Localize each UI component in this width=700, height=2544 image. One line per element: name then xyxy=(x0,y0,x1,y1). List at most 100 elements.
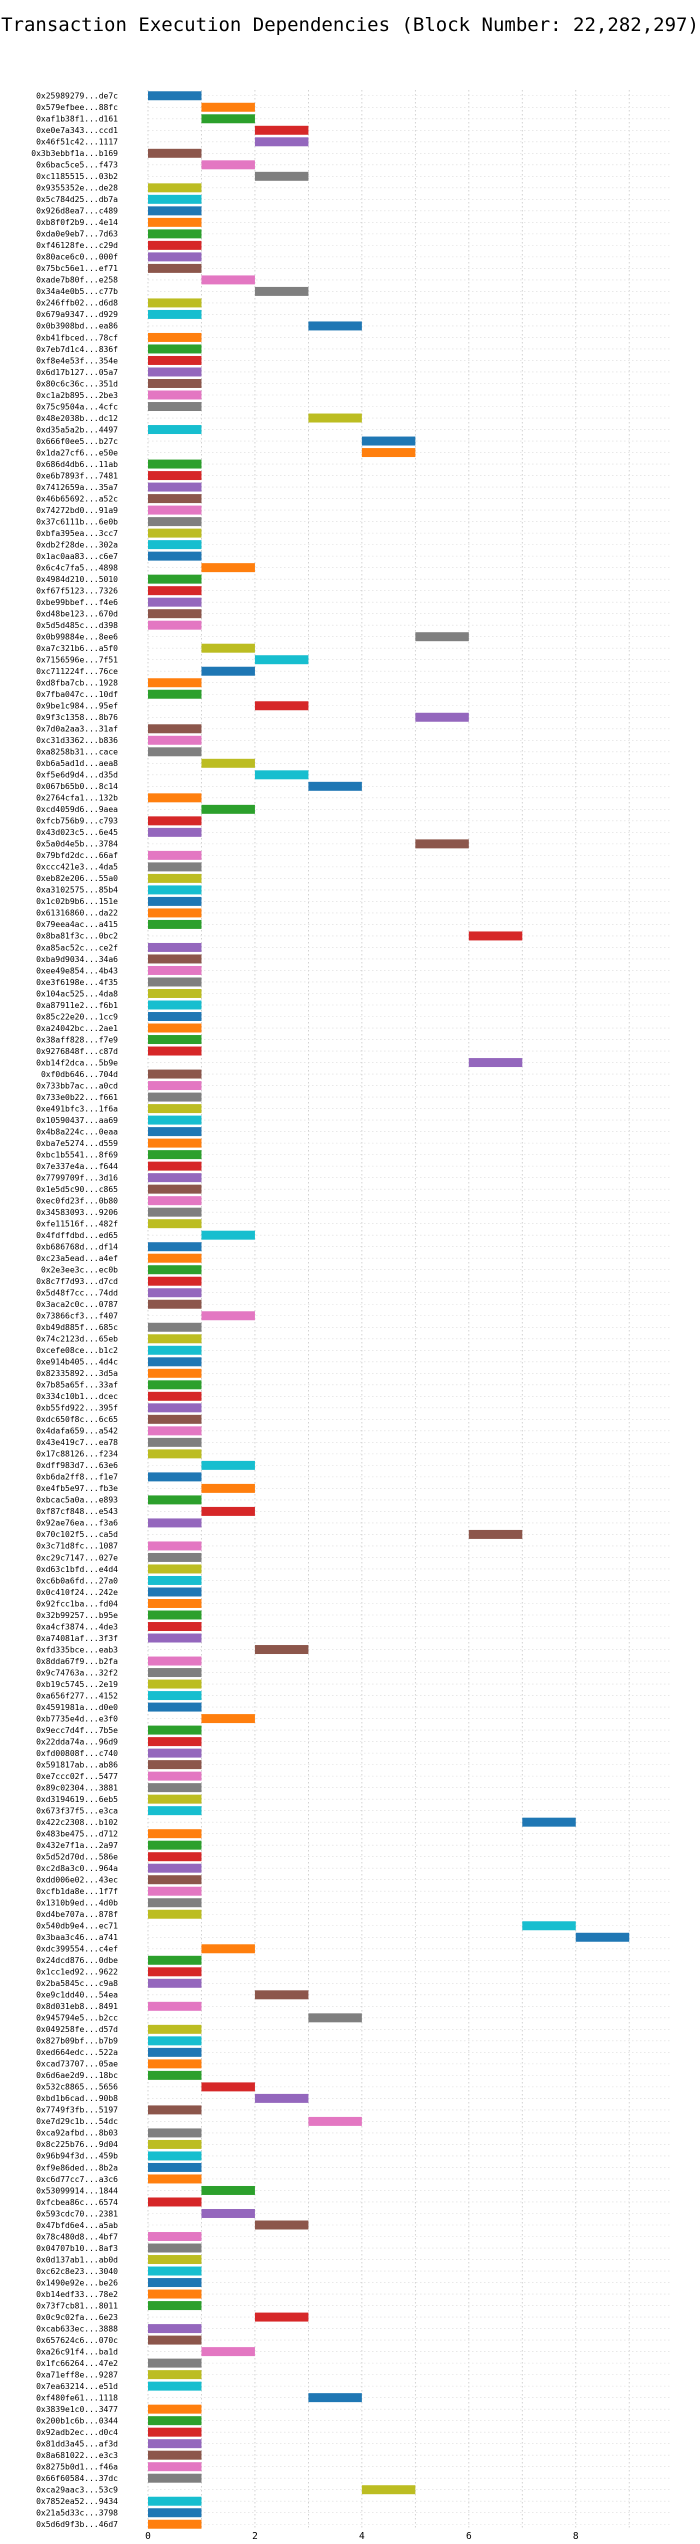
transaction-label: 0xd4be707a...878f xyxy=(36,1910,118,1919)
transaction-bar xyxy=(148,1012,202,1021)
transaction-bar xyxy=(148,1909,202,1919)
transaction-label: 0x733bb7ac...a0cd xyxy=(36,1081,118,1090)
transaction-bar xyxy=(201,114,255,124)
transaction-bar xyxy=(201,643,255,653)
transaction-label: 0x945794e5...b2cc xyxy=(36,2014,118,2023)
transaction-label: 0x1490e92e...be26 xyxy=(36,2278,118,2287)
transaction-bar xyxy=(148,1748,202,1758)
transaction-bar xyxy=(148,2174,202,2184)
transaction-label: 0x8c7f7d93...d7cd xyxy=(36,1277,118,1286)
transaction-bar xyxy=(201,1506,255,1516)
transaction-label: 0x334c10b1...dcec xyxy=(36,1392,118,1401)
transaction-bar xyxy=(148,574,202,584)
transaction-bar xyxy=(148,2105,202,2115)
transaction-label: 0xbd1b6cad...90b8 xyxy=(36,2094,118,2103)
transaction-bar xyxy=(522,1817,576,1827)
transaction-label: 0x53099914...1844 xyxy=(36,2186,118,2195)
transaction-bar xyxy=(148,1875,202,1885)
transaction-bar xyxy=(254,2312,309,2322)
transaction-label: 0xb41fbced...78cf xyxy=(36,333,118,342)
transaction-bar xyxy=(148,194,202,204)
transaction-bar xyxy=(148,1495,202,1505)
transaction-bar xyxy=(148,183,202,193)
transaction-label: 0xdc650f8c...6c65 xyxy=(36,1415,118,1424)
transaction-bar xyxy=(201,2209,255,2218)
transaction-bar xyxy=(254,1990,309,2000)
transaction-bar xyxy=(148,1806,202,1816)
transaction-bar xyxy=(468,931,523,941)
transaction-bar xyxy=(148,1702,202,1712)
transaction-bar xyxy=(148,1541,202,1551)
transaction-bar xyxy=(201,1230,255,1240)
transaction-label: 0x1cc1ed92...9622 xyxy=(36,1968,118,1977)
transaction-label: 0xb6da2ff8...f1e7 xyxy=(36,1473,118,1482)
transaction-bar xyxy=(148,1587,202,1597)
transaction-bar xyxy=(148,1852,202,1862)
transaction-bar xyxy=(148,724,202,734)
transaction-label: 0x3aca2c0c...0787 xyxy=(36,1300,118,1309)
transaction-bar xyxy=(148,1898,202,1908)
transaction-bar xyxy=(148,517,202,527)
transaction-label: 0x70c102f5...ca5d xyxy=(36,1530,118,1539)
transaction-label: 0x61316860...da22 xyxy=(36,909,118,918)
transaction-bar xyxy=(522,1921,576,1931)
transaction-label: 0x246ffb02...d6d8 xyxy=(36,299,118,308)
transaction-label: 0xc2d8a3c0...964a xyxy=(36,1864,118,1873)
transaction-bar xyxy=(148,2301,202,2311)
transaction-bar xyxy=(201,1944,255,1954)
transaction-label: 0x9c74763a...32f2 xyxy=(36,1668,118,1677)
transaction-bar xyxy=(148,1863,202,1873)
transaction-bar xyxy=(148,1691,202,1701)
transaction-label: 0xdc399554...c4ef xyxy=(36,1945,118,1954)
transaction-label: 0x532c8865...5656 xyxy=(36,2083,118,2092)
transaction-bar xyxy=(201,160,255,170)
transaction-label: 0xbcac5a0a...e893 xyxy=(36,1496,118,1505)
transaction-label: 0x9f3c1358...8b76 xyxy=(36,713,118,722)
transaction-label: 0x79bfd2dc...66af xyxy=(36,851,118,860)
transaction-bar xyxy=(148,1599,202,1608)
transaction-label: 0x85c22e20...1cc9 xyxy=(36,1012,118,1021)
transaction-label: 0x483be475...d712 xyxy=(36,1829,118,1838)
transaction-label: 0x46b65692...a52c xyxy=(36,494,118,503)
x-tick-label: 2 xyxy=(252,2531,258,2542)
transaction-bar xyxy=(148,1380,202,1390)
transaction-label: 0x3839e1c0...3477 xyxy=(36,2405,118,2414)
transaction-bar xyxy=(148,482,202,492)
transaction-bar xyxy=(415,839,469,849)
transaction-label: 0xf8e4e53f...354e xyxy=(36,356,118,365)
transaction-label: 0xed664edc...522a xyxy=(36,2048,118,2057)
transaction-bar xyxy=(148,1426,202,1436)
transaction-bar xyxy=(148,1679,202,1689)
transaction-label: 0x38aff828...f7e9 xyxy=(36,1035,118,1044)
transaction-label: 0x3c71d8fc...1087 xyxy=(36,1542,118,1551)
transaction-bar xyxy=(254,701,309,711)
transaction-bar xyxy=(148,148,202,158)
transaction-bar xyxy=(415,632,469,642)
transaction-bar xyxy=(254,2220,309,2230)
transaction-label: 0xb49d885f...685c xyxy=(36,1323,118,1332)
transaction-bar xyxy=(148,735,202,745)
transaction-bar xyxy=(148,1115,202,1125)
transaction-label: 0x9355352e...de28 xyxy=(36,184,118,193)
transaction-label: 0xade7b80f...e258 xyxy=(36,276,118,285)
transaction-label: 0xa74081af...3f3f xyxy=(36,1634,118,1643)
transaction-bar xyxy=(148,977,202,987)
transaction-label: 0x657624c6...070c xyxy=(36,2336,118,2345)
transaction-label: 0xfd00808f...c740 xyxy=(36,1749,118,1758)
transaction-bar xyxy=(254,125,309,135)
transaction-bar xyxy=(201,1460,255,1470)
transaction-label: 0x673f37f5...e3ca xyxy=(36,1806,118,1815)
transaction-bar xyxy=(148,1288,202,1298)
transaction-label: 0x4dafa659...a542 xyxy=(36,1427,118,1436)
transaction-bar xyxy=(148,2416,202,2426)
transaction-label: 0x92adb2ec...d0c4 xyxy=(36,2428,118,2437)
transaction-label: 0x7156596e...7f51 xyxy=(36,656,118,665)
transaction-bar xyxy=(148,1368,202,1378)
transaction-bar xyxy=(148,1840,202,1850)
transaction-label: 0x43d023c5...6e45 xyxy=(36,828,118,837)
transaction-label: 0x0b3908bd...ea86 xyxy=(36,322,118,331)
transaction-bar xyxy=(201,563,255,573)
transaction-label: 0x8ba81f3c...0bc2 xyxy=(36,932,118,941)
transaction-bar xyxy=(148,309,202,319)
transaction-label: 0x48e2038b...dc12 xyxy=(36,414,118,423)
